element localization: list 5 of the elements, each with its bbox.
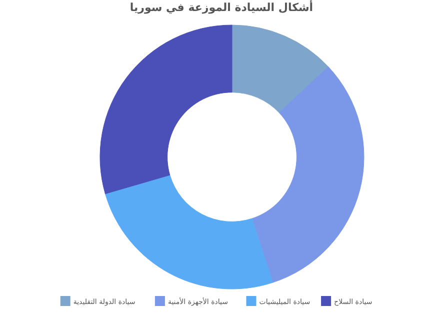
donut-slice xyxy=(232,24,328,113)
chart-title: أشكال السيادة الموزعة في سوريا xyxy=(130,0,314,14)
donut-slice xyxy=(104,174,274,290)
donut-slice xyxy=(252,66,364,283)
donut-slice xyxy=(100,24,232,194)
